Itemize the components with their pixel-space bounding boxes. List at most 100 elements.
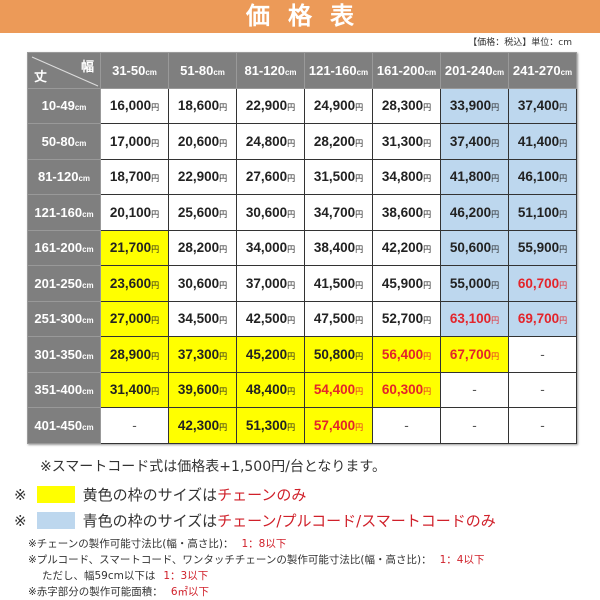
price-value: 50,800	[313, 346, 356, 362]
price-value: 30,600	[177, 275, 220, 291]
price-value: 37,000	[245, 275, 288, 291]
price-value: 28,300	[381, 98, 424, 114]
price-cell: 18,600円	[168, 87, 237, 124]
yen-unit: 円	[491, 351, 500, 361]
blue-legend: ※ 青色の枠のサイズは チェーン/プルコード/スマートコードのみ	[14, 510, 496, 531]
unit-cm: cm	[145, 67, 157, 77]
price-value: 41,800	[449, 169, 492, 185]
row-range: 351-400	[34, 382, 83, 398]
column-range: 121-160	[308, 62, 357, 78]
price-cell: 34,000円	[236, 229, 305, 266]
dash: -	[472, 417, 477, 433]
price-value: 37,300	[177, 346, 220, 362]
yen-unit: 円	[219, 316, 228, 326]
price-cell: 51,100円	[508, 194, 577, 231]
price-cell: 25,600円	[168, 194, 237, 231]
price-value: 25,600	[177, 204, 220, 220]
column-range: 201-240	[444, 62, 493, 78]
price-cell: 46,200円	[440, 194, 509, 231]
price-cell: 20,600円	[168, 123, 237, 160]
yen-unit: 円	[423, 387, 432, 397]
yen-unit: 円	[355, 280, 364, 290]
price-value: 30,600	[245, 204, 288, 220]
row-header: 161-200cm	[27, 229, 101, 266]
yen-unit: 円	[423, 245, 432, 255]
yen-unit: 円	[491, 245, 500, 255]
blue-legend-red: チェーン/プルコード/スマートコードのみ	[217, 512, 496, 530]
price-value: 34,700	[313, 204, 356, 220]
pull-ratio-label: ※プルコード、スマートコード、ワンタッチチェーンの製作可能寸法比(幅・高さ比)：	[28, 554, 432, 566]
price-value: 27,000	[109, 311, 152, 327]
yen-unit: 円	[355, 387, 364, 397]
price-cell: 18,700円	[100, 158, 169, 195]
unit-cm: cm	[82, 422, 94, 432]
chain-ratio-note: ※チェーンの製作可能寸法比(幅・高さ比)： 1：8以下	[28, 536, 286, 551]
price-value: 46,200	[449, 204, 492, 220]
yen-unit: 円	[151, 209, 160, 219]
red-area-label: ※赤字部分の製作可能面積：	[28, 586, 163, 598]
column-range: 241-270	[512, 62, 561, 78]
price-value: 16,000	[109, 98, 152, 114]
yen-unit: 円	[559, 316, 568, 326]
price-cell: 37,000円	[236, 265, 305, 302]
price-cell: 37,300円	[168, 336, 237, 373]
yen-unit: 円	[559, 174, 568, 184]
row-header: 351-400cm	[27, 371, 101, 408]
price-cell: 69,700円	[508, 300, 577, 337]
price-value: 57,400	[313, 417, 356, 433]
yen-unit: 円	[219, 138, 228, 148]
row-header: 401-450cm	[27, 407, 101, 444]
price-cell: 31,300円	[372, 123, 441, 160]
price-cell: 56,400円	[372, 336, 441, 373]
price-value: 55,000	[449, 275, 492, 291]
price-value: 45,200	[245, 346, 288, 362]
dash: -	[540, 382, 545, 398]
width-label: 幅	[80, 59, 94, 74]
price-cell: 28,900円	[100, 336, 169, 373]
price-cell: 38,400円	[304, 229, 373, 266]
price-value: 42,200	[381, 240, 424, 256]
yellow-swatch	[36, 486, 75, 503]
price-cell: 57,400円	[304, 407, 373, 444]
price-cell: 34,800円	[372, 158, 441, 195]
yen-unit: 円	[151, 316, 160, 326]
price-cell: 42,300円	[168, 407, 237, 444]
yen-unit: 円	[219, 422, 228, 432]
price-cell: 28,300円	[372, 87, 441, 124]
yen-unit: 円	[287, 103, 296, 113]
unit-cm: cm	[356, 67, 369, 77]
yen-unit: 円	[355, 351, 364, 361]
price-value: 37,400	[449, 133, 492, 149]
chain-ratio-label: ※チェーンの製作可能寸法比(幅・高さ比)：	[28, 538, 234, 550]
row-range: 201-250	[34, 275, 83, 291]
price-value: 47,500	[313, 311, 356, 327]
price-cell: 55,000円	[440, 265, 509, 302]
chain-ratio-value: 1：8以下	[241, 538, 287, 550]
price-cell: 27,600円	[236, 158, 305, 195]
yen-unit: 円	[559, 103, 568, 113]
yen-unit: 円	[151, 245, 160, 255]
price-cell: 45,900円	[372, 265, 441, 302]
yen-unit: 円	[559, 209, 568, 219]
price-cell: 28,200円	[168, 229, 237, 266]
price-value: 42,500	[245, 311, 288, 327]
yellow-legend: ※ 黄色の枠のサイズは チェーンのみ	[14, 484, 306, 505]
yen-unit: 円	[559, 245, 568, 255]
note-mark: ※	[14, 511, 27, 530]
row-range: 161-200	[34, 240, 83, 256]
price-cell: 27,000円	[100, 300, 169, 337]
price-cell: 52,700円	[372, 300, 441, 337]
price-cell: 54,400円	[304, 371, 373, 408]
column-header: 201-240cm	[440, 52, 509, 89]
narrow-value: 1：3以下	[163, 570, 209, 582]
price-cell: 21,700円	[100, 229, 169, 266]
column-header: 81-120cm	[236, 52, 305, 89]
row-header: 201-250cm	[27, 265, 101, 302]
row-range: 121-160	[34, 204, 83, 220]
price-cell: 31,500円	[304, 158, 373, 195]
price-cell: 17,000円	[100, 123, 169, 160]
yen-unit: 円	[355, 422, 364, 432]
price-value: 46,100	[517, 169, 560, 185]
yen-unit: 円	[423, 280, 432, 290]
price-value: 38,600	[381, 204, 424, 220]
